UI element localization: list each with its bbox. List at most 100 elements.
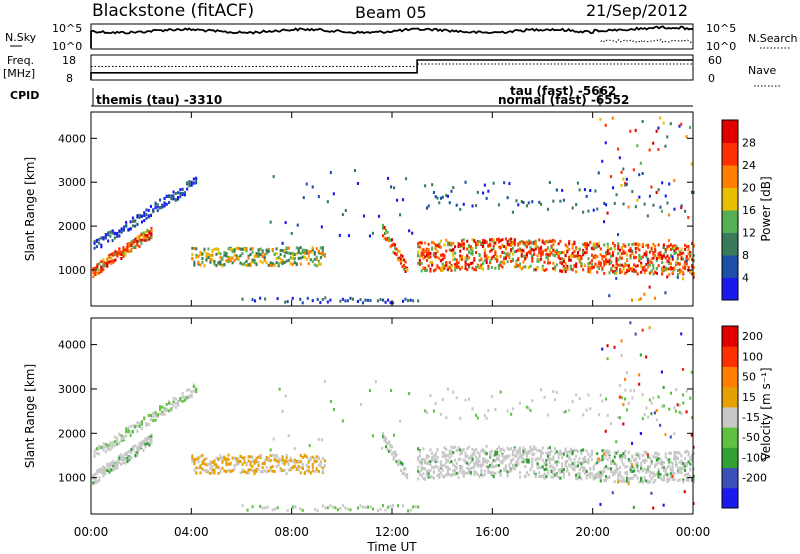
range-gate-cell [283,254,286,258]
range-gate-cell [261,261,264,265]
range-gate-cell [301,508,304,512]
range-gate-cell [504,455,507,458]
range-gate-cell [608,262,611,266]
range-gate-cell [587,458,590,462]
power-colorbar-tick: 8 [742,249,749,262]
range-gate-cell [336,508,339,512]
range-gate-cell [253,459,256,463]
range-gate-cell [393,186,396,190]
range-gate-cell [369,299,372,303]
range-gate-cell [641,459,644,463]
range-gate-cell [640,464,643,468]
range-gate-cell [420,248,423,252]
range-gate-cell [305,251,308,255]
range-gate-cell [576,449,579,453]
range-gate-cell [287,468,290,472]
range-gate-cell [461,467,464,471]
range-gate-cell [127,429,130,432]
range-gate-cell [589,189,592,192]
range-gate-cell [382,226,385,230]
range-gate-cell [487,189,490,193]
range-gate-cell [307,460,310,464]
range-gate-cell [483,259,486,262]
range-gate-cell [689,126,692,129]
range-gate-cell [161,203,164,207]
range-gate-cell [689,467,692,471]
range-gate-cell [605,478,608,482]
range-gate-cell [650,257,653,261]
range-gate-cell [622,463,625,467]
range-gate-cell [386,230,389,234]
range-gate-cell [540,466,543,469]
range-gate-cell [550,470,553,474]
range-gate-cell [654,451,657,455]
range-gate-cell [619,268,622,272]
range-gate-cell [538,238,541,242]
range-gate-cell [668,451,671,455]
range-gate-cell [541,252,544,256]
range-gate-cell [269,459,272,463]
range-gate-cell [662,254,665,258]
range-gate-cell [599,479,602,483]
range-gate-cell [116,232,119,235]
range-gate-cell [225,470,228,474]
range-gate-cell [617,252,620,255]
range-gate-cell [313,469,316,473]
range-gate-cell [596,472,599,476]
range-gate-cell [181,395,184,399]
range-gate-cell [524,465,527,468]
range-gate-cell [538,474,541,478]
range-gate-cell [239,455,242,458]
range-gate-cell [650,269,653,273]
range-gate-cell [583,244,586,248]
range-gate-cell [385,445,388,449]
range-gate-cell [275,464,278,468]
range-gate-cell [473,258,476,262]
range-gate-cell [533,471,536,475]
range-gate-cell [520,453,523,457]
range-gate-cell [561,188,564,192]
range-gate-cell [520,253,523,257]
range-gate-cell [295,252,298,256]
range-gate-cell [459,207,462,211]
range-gate-cell [271,465,274,469]
range-gate-cell [450,269,453,272]
range-gate-cell [223,457,226,461]
range-gate-cell [682,401,685,405]
range-gate-cell [510,248,513,252]
range-gate-cell [680,462,683,465]
range-gate-cell [675,247,678,251]
range-gate-cell [364,298,367,302]
range-gate-cell [371,434,374,438]
range-gate-cell [172,400,175,404]
range-gate-cell [138,213,141,217]
range-gate-cell [571,243,574,247]
range-gate-cell [138,447,141,451]
range-gate-cell [552,238,555,242]
range-gate-cell [279,257,282,261]
range-gate-cell [405,177,408,181]
range-gate-cell [118,454,121,458]
range-gate-cell [634,473,637,477]
range-gate-cell [461,239,464,243]
range-gate-cell [518,455,521,458]
range-gate-cell [174,397,177,401]
range-gate-cell [448,449,451,453]
velocity-heatmap-data [92,321,695,513]
range-gate-cell [131,430,134,434]
range-gate-cell [562,452,565,456]
range-gate-cell [211,471,214,475]
range-gate-cell [403,466,406,470]
range-gate-cell [338,233,341,237]
range-gate-cell [424,269,427,272]
range-gate-cell [443,254,446,257]
range-gate-cell [554,467,557,471]
range-gate-cell [569,254,572,258]
range-gate-cell [120,453,123,457]
range-gate-cell [131,219,134,223]
range-gate-cell [286,508,289,512]
range-gate-cell [233,467,236,471]
range-gate-cell [443,455,446,459]
range-gate-cell [582,243,585,247]
range-gate-cell [319,256,322,260]
